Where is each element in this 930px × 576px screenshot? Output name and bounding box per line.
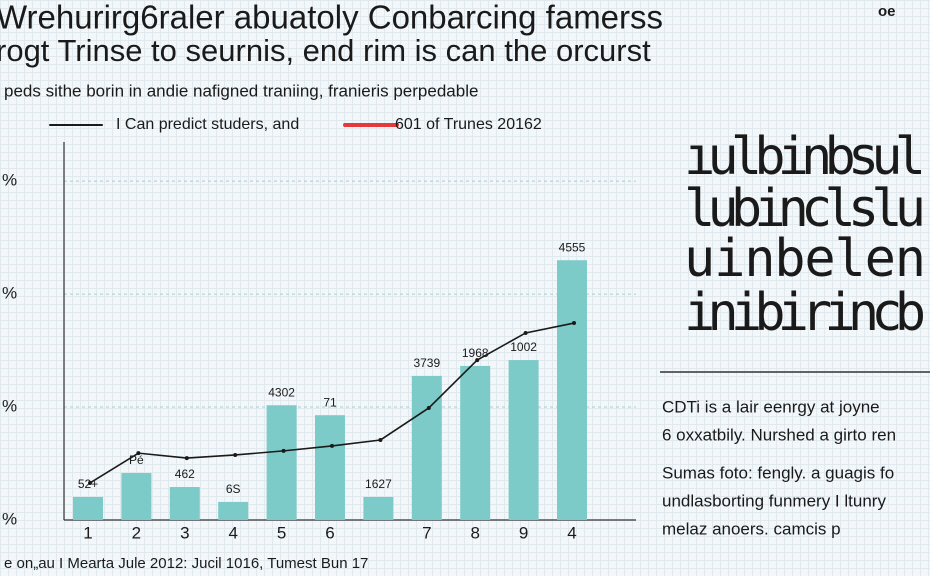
line-point <box>184 456 189 461</box>
x-tick-label: 4 <box>228 523 237 542</box>
logo: oe <box>878 3 896 20</box>
bar <box>121 473 152 520</box>
bar <box>557 260 587 520</box>
bar-label: 1968 <box>462 346 489 360</box>
bar <box>363 496 394 520</box>
line-point <box>88 480 92 485</box>
side-art: inibirincb <box>684 283 924 343</box>
side-text: 6 oxxatbily. Nurshed a girto ren <box>662 425 896 444</box>
x-tick-label: 7 <box>422 523 431 542</box>
line-point <box>523 330 528 335</box>
bar <box>460 365 491 520</box>
y-tick-label: % <box>2 171 17 190</box>
side-art: ıulbinbsul <box>684 127 924 187</box>
bar <box>169 487 200 520</box>
bar-label: 71 <box>323 395 337 409</box>
line-point <box>475 358 480 363</box>
y-tick-label: % <box>2 397 17 416</box>
x-tick-label: 8 <box>470 523 479 542</box>
subtitle: peds sithe borin in andie nafigned trani… <box>4 81 478 100</box>
side-art: uinbelen <box>684 229 924 289</box>
line-point <box>281 448 286 453</box>
bar <box>218 501 249 520</box>
bar <box>266 405 297 520</box>
line-point <box>572 321 576 326</box>
x-tick-label: 5 <box>277 523 286 542</box>
bar-label: Pé <box>129 453 144 467</box>
x-tick-label: 3 <box>180 523 189 542</box>
title-line: rogt Trinse to seurnis, end rim is can t… <box>0 33 651 68</box>
bar-label: 4555 <box>559 240 586 254</box>
legend-label: 601 of Trunes 20162 <box>395 116 542 133</box>
side-text: melaz anoers. camcis p <box>662 519 841 538</box>
y-tick-label: % <box>2 509 17 528</box>
bar-label: 6S <box>226 482 241 496</box>
title-line: Wrehurirg6raler abuatoly Conbarcing fame… <box>0 0 663 36</box>
bar-label: 1627 <box>365 477 392 491</box>
bar <box>508 360 539 520</box>
side-text: Sumas foto: fengly. a guagis fo <box>662 463 894 482</box>
x-tick-label: 4 <box>567 523 576 542</box>
bar <box>411 375 442 520</box>
bar-label: 3739 <box>413 356 440 370</box>
bar <box>73 496 103 520</box>
line-point <box>233 452 238 457</box>
line-point <box>426 405 431 410</box>
x-tick-label: 2 <box>132 523 141 542</box>
bar <box>315 415 345 520</box>
side-text: CDTi is a lair eenrgy at joyne <box>662 397 880 416</box>
line-point <box>378 438 383 443</box>
line-point <box>330 443 334 448</box>
bar-label: 1002 <box>510 340 537 354</box>
x-tick-label: 9 <box>519 523 528 542</box>
x-tick-label: 6 <box>325 523 334 542</box>
bar-label: 462 <box>175 467 195 481</box>
side-art: lubinclslu <box>684 179 924 239</box>
line-point <box>136 451 141 456</box>
bar-label: 4302 <box>268 385 295 399</box>
y-tick-label: % <box>2 284 17 303</box>
footnote: e on„au I Mearta Jule 2012: Jucil 1016, … <box>4 555 368 572</box>
legend-label: I Can predict studers, and <box>116 116 299 133</box>
side-text: undlasborting funmery I ltunry <box>662 491 886 510</box>
x-tick-label: 1 <box>83 523 92 542</box>
